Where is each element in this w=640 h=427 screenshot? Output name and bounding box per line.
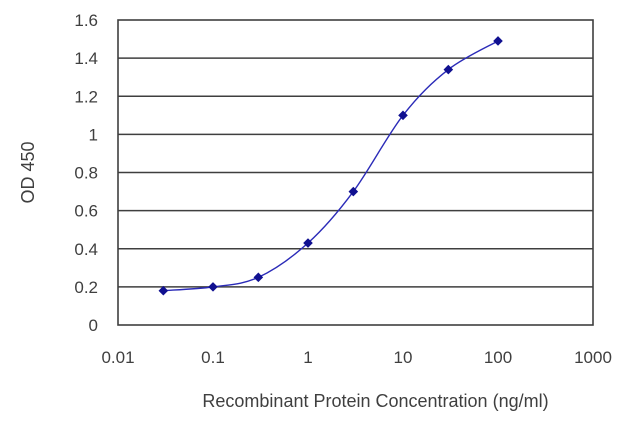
data-point-3: [303, 238, 313, 248]
x-axis-title: Recombinant Protein Concentration (ng/ml…: [202, 391, 548, 411]
plot-area-border: [117, 19, 594, 326]
x-tick-label-5: 1000: [574, 348, 612, 367]
series-fit-line: [163, 40, 499, 292]
y-tick-label-3: 0.6: [74, 202, 98, 221]
data-point-5: [398, 110, 408, 121]
y-tick-label-8: 1.6: [74, 11, 98, 30]
x-tick-label-3: 10: [394, 348, 413, 367]
series-markers: [158, 36, 503, 296]
data-point-4: [348, 186, 359, 197]
y-tick-label-7: 1.4: [74, 49, 98, 68]
y-tick-label-1: 0.2: [74, 278, 98, 297]
y-tick-label-6: 1.2: [74, 87, 98, 106]
data-point-0: [158, 285, 169, 296]
x-axis-ticks: 0.01 0.1 1 10 100 1000: [101, 348, 611, 367]
y-tick-label-0: 0: [89, 316, 98, 335]
x-tick-label-2: 1: [303, 348, 312, 367]
x-tick-label-4: 100: [484, 348, 512, 367]
y-axis-ticks: 0 0.2 0.4 0.6 0.8 1 1.2 1.4 1.6: [74, 11, 98, 335]
data-point-6: [443, 64, 454, 75]
data-point-2: [253, 272, 264, 283]
x-tick-label-0: 0.01: [101, 348, 134, 367]
data-point-7: [493, 36, 503, 46]
y-axis-title: OD 450: [18, 141, 38, 203]
data-point-1: [208, 282, 218, 292]
y-tick-label-2: 0.4: [74, 240, 98, 259]
x-tick-label-1: 0.1: [201, 348, 225, 367]
y-tick-label-5: 1: [89, 125, 98, 144]
gridlines: [118, 57, 593, 288]
y-tick-label-4: 0.8: [74, 164, 98, 183]
